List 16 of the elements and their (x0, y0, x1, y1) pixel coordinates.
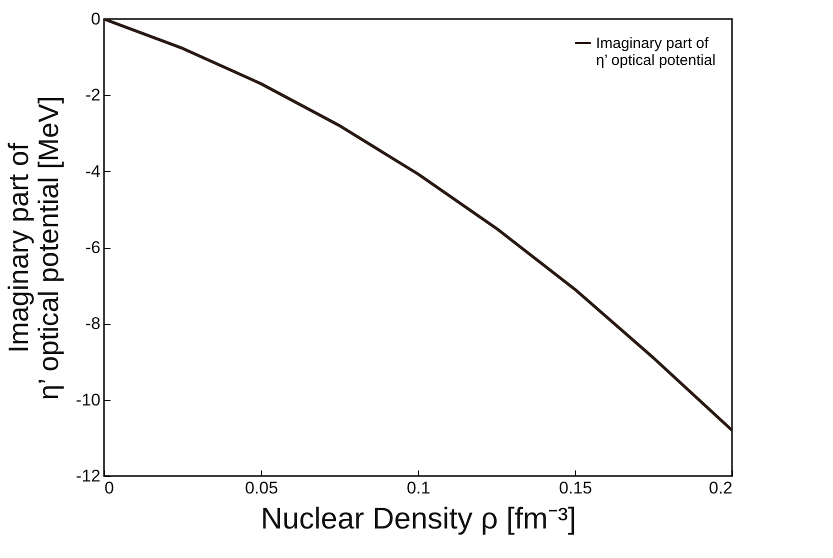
x-tick-label: 0 (104, 478, 114, 498)
y-tick-label: -4 (85, 162, 100, 181)
x-tick-label: 0.1 (406, 478, 430, 498)
y-tick-label: -8 (85, 314, 100, 334)
y-axis-title: Imaginary part of η’ optical potential [MeV] (2, 96, 64, 400)
y-tick-label: -12 (76, 466, 100, 486)
x-tick-label: 0.15 (558, 478, 592, 498)
y-tick-label: -6 (85, 238, 100, 257)
y-tick-label: -2 (85, 86, 100, 105)
y-tick-label: 0 (91, 10, 100, 28)
x-tick-label: 0.2 (708, 478, 732, 498)
legend-label: Imaginary part of η’ optical potential (596, 35, 716, 69)
line-series (104, 19, 732, 432)
x-tick-label: 0.05 (244, 478, 278, 498)
y-tick-label: -10 (76, 390, 100, 410)
x-axis-title: Nuclear Density ρ [fm⁻³] (260, 502, 576, 536)
